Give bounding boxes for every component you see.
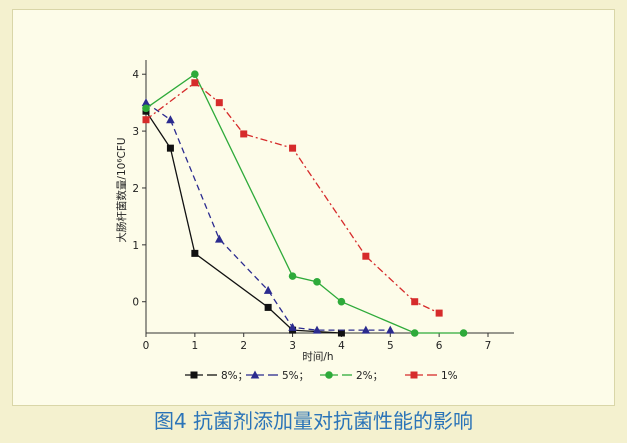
data-point bbox=[141, 98, 151, 107]
x-axis-label: 时间/h bbox=[302, 350, 333, 363]
data-point bbox=[191, 249, 199, 257]
data-point bbox=[337, 329, 345, 337]
series-line bbox=[145, 110, 342, 334]
legend-marker bbox=[250, 370, 260, 379]
y-tick-label: 1 bbox=[132, 240, 139, 252]
data-point bbox=[263, 285, 273, 294]
legend-label: 2%； bbox=[356, 370, 383, 382]
x-tick-label: 7 bbox=[485, 340, 492, 352]
x-ticks: 0 1 2 3 4 5 6 7 bbox=[143, 333, 492, 352]
series-0 bbox=[142, 107, 345, 337]
series-line bbox=[145, 81, 440, 314]
figure-panel: 0 1 2 3 4 5 6 7 0 1 2 3 4 时间/h 大肠杆菌数量/10⁶CFU 8%； 5%；… bbox=[12, 9, 615, 406]
data-point bbox=[313, 278, 321, 286]
legend-item: 8%； bbox=[185, 370, 248, 382]
legend-marker bbox=[190, 371, 198, 379]
series-layer bbox=[141, 70, 468, 337]
y-axis-label: 大肠杆菌数量/10⁶CFU bbox=[115, 137, 128, 242]
y-tick-label: 0 bbox=[132, 297, 139, 309]
data-point bbox=[142, 116, 150, 124]
legend-marker bbox=[325, 371, 333, 379]
data-point bbox=[385, 325, 395, 334]
legend-item: 2%； bbox=[320, 370, 383, 382]
data-point bbox=[264, 303, 272, 311]
legend-label: 8%； bbox=[221, 370, 248, 382]
data-point bbox=[240, 130, 248, 138]
chart: 0 1 2 3 4 5 6 7 0 1 2 3 4 时间/h 大肠杆菌数量/10⁶CFU 8%； 5%；… bbox=[115, 60, 514, 382]
data-point bbox=[288, 322, 297, 331]
series-1 bbox=[141, 98, 395, 334]
data-point bbox=[362, 252, 370, 260]
series-line bbox=[145, 102, 391, 331]
data-point bbox=[166, 144, 174, 152]
x-tick-label: 6 bbox=[436, 340, 443, 352]
series-2 bbox=[142, 70, 468, 337]
legend-item: 5%； bbox=[246, 370, 309, 382]
data-point bbox=[214, 234, 224, 243]
data-point bbox=[191, 70, 199, 79]
y-tick-label: 4 bbox=[132, 69, 139, 81]
data-point bbox=[166, 115, 175, 124]
series-line bbox=[145, 73, 464, 334]
data-point bbox=[288, 272, 297, 280]
figure-caption: 图4 抗菌剂添加量对抗菌性能的影响 bbox=[153, 409, 474, 433]
data-point bbox=[459, 329, 468, 337]
data-point bbox=[337, 297, 346, 306]
data-point bbox=[411, 298, 419, 306]
data-point bbox=[142, 104, 150, 113]
legend-label: 5%； bbox=[282, 370, 309, 382]
data-point bbox=[435, 309, 443, 317]
data-point bbox=[191, 79, 199, 87]
x-tick-label: 0 bbox=[143, 340, 150, 352]
y-tick-label: 3 bbox=[132, 126, 139, 138]
x-tick-label: 2 bbox=[240, 340, 247, 352]
x-tick-label: 1 bbox=[192, 340, 199, 352]
x-tick-label: 3 bbox=[289, 340, 296, 352]
data-point bbox=[289, 144, 297, 152]
x-tick-label: 5 bbox=[387, 340, 394, 352]
data-point bbox=[410, 329, 419, 337]
data-point bbox=[312, 325, 322, 334]
legend: 8%； 5%； 2%； 1% bbox=[185, 370, 458, 382]
legend-item: 1% bbox=[405, 370, 458, 382]
legend-label: 1% bbox=[441, 370, 458, 382]
series-3 bbox=[142, 79, 443, 317]
data-point bbox=[215, 99, 223, 107]
y-ticks: 0 1 2 3 4 bbox=[132, 69, 146, 309]
legend-marker bbox=[410, 371, 418, 379]
data-point bbox=[361, 325, 371, 334]
x-tick-label: 4 bbox=[338, 340, 345, 352]
y-tick-label: 2 bbox=[132, 183, 139, 195]
